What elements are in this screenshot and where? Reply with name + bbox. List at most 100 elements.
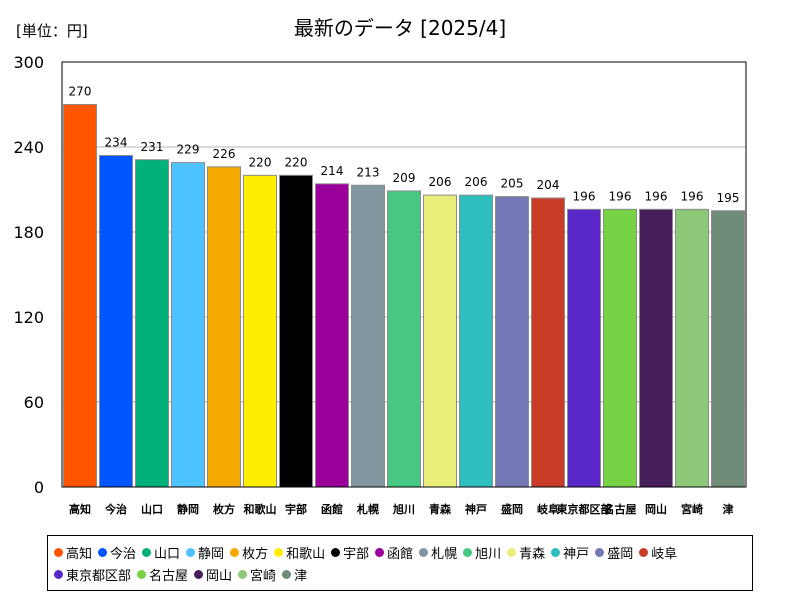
legend-item: 宮崎 — [238, 563, 276, 585]
legend-dot-icon — [137, 569, 147, 579]
y-tick-label: 60 — [24, 393, 44, 412]
x-tick-label: 枚方 — [213, 502, 235, 516]
legend-label: 高知 — [66, 546, 93, 562]
legend-item: 津 — [282, 563, 307, 585]
y-tick-label: 0 — [34, 478, 44, 497]
legend-item: 岡山 — [194, 563, 232, 585]
legend-item: 枚方 — [230, 541, 268, 563]
bar-value-label: 270 — [69, 85, 92, 99]
x-tick-label: 高知 — [69, 502, 91, 516]
legend-item: 盛岡 — [595, 541, 633, 563]
bars — [63, 104, 745, 488]
bar — [531, 197, 565, 488]
legend-dot-icon — [375, 547, 385, 557]
legend-item: 山口 — [142, 541, 180, 563]
bar-value-label: 196 — [681, 189, 704, 203]
legend-dot-icon — [186, 547, 196, 557]
legend-dot-icon — [595, 547, 605, 557]
y-tick-label: 240 — [13, 138, 44, 157]
bar — [243, 174, 277, 488]
bar-value-label: 196 — [609, 189, 632, 203]
legend-dot-icon — [463, 547, 473, 557]
bar-value-label: 220 — [249, 155, 272, 169]
y-tick-label: 300 — [13, 53, 44, 72]
x-tick-label: 和歌山 — [244, 502, 277, 516]
legend-label: 山口 — [154, 546, 181, 562]
x-tick-label: 宮崎 — [681, 502, 703, 516]
legend: 高知 今治 山口 静岡 枚方 和歌山 宇部 函館 札幌 旭川 青森 神戸 盛岡 岐阜 東京都区部 名古屋 岡山 宮… — [47, 535, 753, 591]
bar — [63, 104, 97, 488]
bar — [279, 174, 313, 488]
bar — [99, 155, 133, 488]
legend-dot-icon — [230, 547, 240, 557]
legend-item: 高知 — [54, 541, 92, 563]
bar — [315, 183, 349, 488]
x-tick-label: 山口 — [141, 502, 163, 516]
legend-dot-icon — [282, 569, 292, 579]
legend-label: 今治 — [110, 546, 137, 562]
bar-value-label: 196 — [573, 189, 596, 203]
bar — [711, 210, 745, 488]
x-tick-label: 青森 — [429, 502, 452, 516]
legend-dot-icon — [331, 547, 341, 557]
bar-value-label: 196 — [645, 189, 668, 203]
legend-dot-icon — [639, 547, 649, 557]
legend-item: 今治 — [98, 541, 136, 563]
legend-label: 宇部 — [343, 546, 370, 562]
bar — [135, 159, 169, 488]
legend-dot-icon — [194, 569, 204, 579]
x-tick-label: 札幌 — [356, 502, 379, 516]
x-tick-label: 函館 — [321, 502, 343, 516]
bar-chart: 0 60 120 180 240 300 高知 今治 山口 静岡 枚方 和歌山 宇部 函館 札幌 旭川 青森神… — [13, 53, 747, 516]
legend-item: 旭川 — [463, 541, 501, 563]
bar-value-label: 231 — [141, 140, 164, 154]
legend-dot-icon — [419, 547, 429, 557]
x-tick-label: 岡山 — [645, 502, 667, 516]
legend-item: 函館 — [375, 541, 413, 563]
bar-value-label: 206 — [465, 175, 488, 189]
legend-label: 静岡 — [198, 546, 225, 562]
bar-value-label: 195 — [717, 191, 740, 205]
x-tick-label: 宇部 — [285, 502, 307, 516]
x-tick-label: 今治 — [104, 502, 127, 516]
bar — [639, 208, 673, 488]
legend-dot-icon — [551, 547, 561, 557]
bar-value-label: 204 — [537, 178, 560, 192]
unit-label: [単位：円] — [16, 22, 88, 40]
bar — [567, 208, 601, 488]
bar-value-label: 229 — [177, 143, 200, 157]
x-tick-label: 神戸 — [465, 502, 487, 516]
legend-label: 和歌山 — [286, 546, 326, 562]
legend-dot-icon — [274, 547, 284, 557]
legend-label: 東京都区部 — [66, 568, 132, 584]
legend-item: 札幌 — [419, 541, 457, 563]
legend-label: 旭川 — [475, 546, 502, 562]
legend-label: 函館 — [387, 546, 414, 562]
bar-value-label: 206 — [429, 175, 452, 189]
legend-label: 枚方 — [242, 546, 269, 562]
legend-item: 青森 — [507, 541, 545, 563]
bar-value-label: 226 — [213, 147, 236, 161]
x-tick-label: 東京都区部 — [557, 502, 612, 516]
x-tick-label: 盛岡 — [501, 502, 523, 516]
bar — [675, 208, 709, 488]
legend-dot-icon — [507, 547, 517, 557]
legend-item: 静岡 — [186, 541, 224, 563]
bar-value-label: 214 — [321, 164, 344, 178]
bar-value-label: 220 — [285, 155, 308, 169]
bar-value-label: 205 — [501, 177, 524, 191]
legend-dot-icon — [54, 547, 63, 557]
bar — [423, 194, 457, 488]
x-tick-label: 名古屋 — [604, 502, 637, 516]
legend-item: 宇部 — [331, 541, 369, 563]
x-tick-label: 津 — [723, 502, 734, 516]
x-axis-ticks: 高知 今治 山口 静岡 枚方 和歌山 宇部 函館 札幌 旭川 青森 神戸 盛岡 岐阜東京都区部名古屋 岡山宮… — [69, 502, 734, 516]
x-tick-label: 岐阜 — [537, 502, 559, 516]
legend-label: 宮崎 — [250, 568, 277, 584]
bar — [207, 166, 241, 488]
legend-item: 岐阜 — [639, 541, 677, 563]
bar — [495, 196, 529, 488]
plot-frame — [61, 61, 747, 488]
bar — [459, 194, 493, 488]
bar-value-label: 234 — [105, 136, 128, 150]
